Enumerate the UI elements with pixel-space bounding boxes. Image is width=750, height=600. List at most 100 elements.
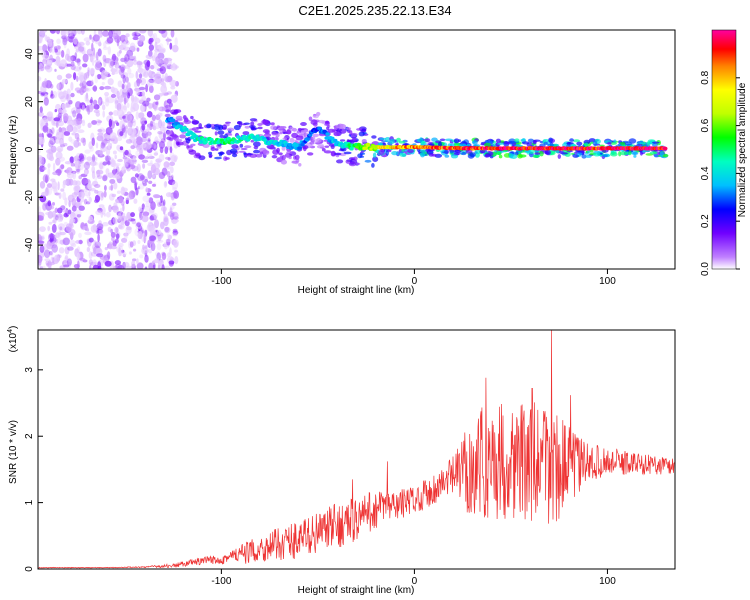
noise-blob xyxy=(116,65,119,70)
noise-blob xyxy=(62,237,70,246)
ridge-halo xyxy=(349,130,353,136)
snr-scale-close: ) xyxy=(8,326,19,329)
noise-blob xyxy=(95,169,104,175)
noise-blob xyxy=(136,47,140,52)
noise-blob xyxy=(121,166,126,174)
ridge-halo xyxy=(358,131,365,137)
noise-blob xyxy=(91,137,96,146)
ridge-halo xyxy=(581,154,587,159)
noise-blob xyxy=(163,161,170,168)
noise-blob xyxy=(151,73,159,79)
noise-blob xyxy=(48,39,53,48)
noise-blob xyxy=(101,81,105,86)
noise-blob xyxy=(169,146,173,154)
ridge-halo xyxy=(271,155,278,159)
noise-blob xyxy=(132,36,139,41)
noise-blob xyxy=(57,181,60,191)
noise-blob xyxy=(55,232,60,239)
noise-blob xyxy=(127,192,133,201)
noise-blob xyxy=(63,209,68,213)
ridge-halo xyxy=(651,141,660,144)
spectrogram-ylabel: Frequency (Hz) xyxy=(8,116,19,185)
ridge-halo xyxy=(348,162,357,167)
noise-blob xyxy=(94,59,101,64)
noise-blob xyxy=(68,136,73,142)
noise-blob xyxy=(130,94,135,103)
ridge-cell xyxy=(184,127,189,132)
noise-blob xyxy=(40,65,45,72)
noise-blob xyxy=(42,44,48,52)
noise-blob xyxy=(100,144,107,153)
noise-blob xyxy=(69,239,76,246)
noise-blob xyxy=(57,218,63,223)
ridge-halo xyxy=(524,150,531,153)
noise-blob xyxy=(77,260,80,269)
noise-blob xyxy=(67,246,74,251)
noise-blob xyxy=(129,241,134,248)
noise-blob xyxy=(135,136,143,146)
noise-blob xyxy=(78,75,85,82)
noise-blob xyxy=(92,85,98,92)
noise-blob xyxy=(163,82,167,89)
noise-blob xyxy=(44,258,51,262)
noise-blob xyxy=(101,69,108,79)
noise-blob xyxy=(94,184,101,188)
noise-blob xyxy=(80,137,86,143)
noise-blob xyxy=(75,118,83,125)
noise-blob xyxy=(151,174,156,178)
noise-blob xyxy=(102,104,106,111)
noise-blob xyxy=(161,264,165,269)
noise-blob xyxy=(108,111,114,116)
noise-blob xyxy=(58,247,65,254)
noise-blob xyxy=(39,226,46,233)
noise-blob xyxy=(159,66,166,75)
noise-blob xyxy=(130,145,136,150)
ridge-halo xyxy=(282,137,288,141)
noise-blob xyxy=(138,112,145,119)
noise-blob xyxy=(63,212,69,218)
colorbar-tick-label: 0.0 xyxy=(700,262,711,276)
noise-blob xyxy=(118,67,125,76)
noise-blob xyxy=(38,259,42,266)
noise-blob xyxy=(54,48,58,53)
noise-blob xyxy=(153,94,161,101)
noise-blob xyxy=(83,72,88,81)
noise-blob xyxy=(135,71,139,79)
noise-blob xyxy=(122,253,126,258)
ridge-halo xyxy=(226,127,235,132)
noise-blob xyxy=(97,265,102,269)
ridge-halo xyxy=(607,142,612,145)
noise-blob xyxy=(78,205,85,211)
noise-blob xyxy=(66,172,74,179)
noise-blob xyxy=(38,149,41,154)
noise-blob xyxy=(139,174,146,181)
noise-blob xyxy=(51,210,56,218)
noise-blob xyxy=(154,41,158,50)
noise-blob xyxy=(82,63,88,68)
noise-blob xyxy=(110,231,116,238)
noise-blob xyxy=(148,155,155,159)
noise-blob xyxy=(157,264,161,269)
noise-blob xyxy=(139,35,146,42)
noise-blob xyxy=(129,42,136,50)
noise-blob xyxy=(130,105,134,113)
noise-blob xyxy=(114,100,119,105)
noise-blob xyxy=(173,216,179,220)
noise-blob xyxy=(116,90,120,99)
spectrogram-xtick-label: 0 xyxy=(412,276,418,287)
noise-blob xyxy=(39,36,43,40)
noise-blob xyxy=(98,220,102,226)
noise-blob xyxy=(76,214,82,218)
noise-blob xyxy=(122,41,127,48)
noise-blob xyxy=(133,55,137,62)
ridge-cell xyxy=(170,118,176,123)
ridge-cell xyxy=(190,135,195,140)
noise-blob xyxy=(80,80,83,89)
noise-blob xyxy=(92,34,100,42)
noise-blob xyxy=(46,59,53,65)
noise-blob xyxy=(47,261,55,266)
ridge-halo xyxy=(444,149,448,154)
noise-blob xyxy=(39,30,47,33)
ridge-halo xyxy=(208,154,213,158)
ridge-halo xyxy=(219,134,225,138)
